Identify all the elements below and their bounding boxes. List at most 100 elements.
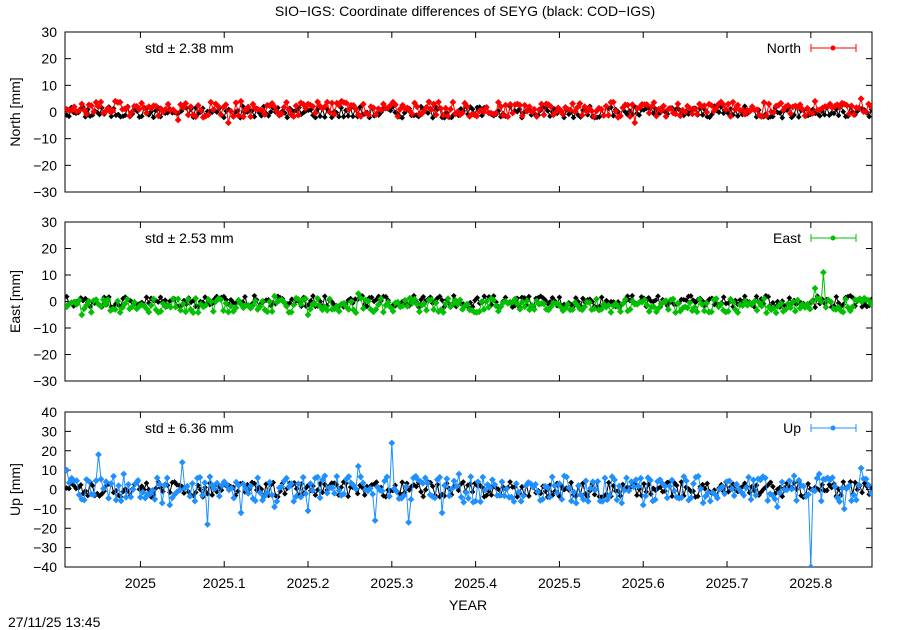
series-point [617, 112, 624, 120]
series-point [588, 107, 596, 115]
series-point [498, 478, 506, 486]
series-point [450, 477, 458, 485]
series-point [247, 482, 254, 490]
reference-point [704, 480, 711, 487]
series-point [444, 112, 452, 120]
series-point [401, 296, 409, 304]
series-point [746, 107, 754, 115]
series-point [228, 484, 235, 492]
series-point [331, 490, 338, 497]
reference-point [835, 112, 842, 119]
reference-point [317, 113, 323, 120]
series-point [435, 98, 442, 106]
series-point [857, 95, 865, 103]
series-point [328, 99, 336, 107]
series-point [521, 101, 529, 109]
series-point [273, 498, 281, 505]
series-point [155, 112, 162, 120]
series-point [215, 103, 222, 110]
reference-point [741, 293, 748, 300]
series-point [271, 503, 278, 511]
series-point [247, 113, 254, 120]
series-up [65, 439, 872, 567]
series-point [480, 108, 488, 116]
x-tick-label: 2025 [125, 575, 156, 591]
y-tick-label: −10 [33, 131, 57, 147]
series-point [176, 486, 184, 494]
series-point [232, 99, 240, 107]
series-point [614, 303, 622, 311]
x-tick-label: 2025.1 [203, 575, 246, 591]
series-point [152, 102, 160, 110]
series-point [603, 496, 611, 504]
series-point [189, 480, 196, 487]
series-point [406, 294, 414, 302]
series-point [600, 112, 608, 119]
series-point [799, 105, 806, 113]
reference-point [368, 294, 375, 301]
series-point [687, 494, 695, 502]
series-point [438, 509, 446, 517]
series-point [297, 493, 305, 501]
series-point [720, 101, 727, 108]
series-point [765, 100, 773, 108]
series-point [804, 104, 811, 112]
series-point [271, 103, 278, 111]
series-point [609, 98, 617, 106]
series-point [839, 308, 847, 316]
series-point [664, 306, 672, 313]
series-point [167, 303, 174, 311]
series-point [793, 497, 800, 504]
series-point [314, 473, 321, 481]
series-point [439, 111, 447, 119]
reference-point [812, 304, 819, 311]
series-point [801, 112, 809, 120]
series-point [223, 481, 230, 489]
series-point [483, 104, 490, 111]
series-point [157, 307, 165, 315]
series-point [811, 97, 819, 105]
series-point [372, 306, 380, 313]
series-point [474, 478, 482, 486]
series-point [546, 493, 554, 501]
series-point [552, 109, 560, 116]
y-axis-label: East [mm] [7, 270, 23, 333]
series-point [110, 472, 117, 480]
series-point [179, 104, 187, 112]
series-point [244, 490, 252, 497]
series-point [194, 102, 202, 109]
series-point [95, 103, 102, 111]
reference-point [570, 114, 577, 121]
series-point [122, 493, 130, 501]
series-point [237, 97, 245, 105]
series-point [502, 101, 509, 109]
chart-panels: 30 20 10 0 −10 −20 −30 North [mm] std ± 2.38 mm N… [7, 24, 873, 575]
reference-point [687, 293, 694, 299]
reference-point [514, 494, 521, 500]
series-point [444, 295, 452, 302]
series-point [172, 108, 179, 116]
reference-point [502, 294, 509, 301]
series-point [597, 306, 605, 313]
series-point [225, 308, 232, 316]
x-axis: 2025 2025.1 2025.2 2025.3 2025.4 2025.5 2025.6… [125, 575, 833, 591]
series-point [230, 494, 238, 502]
series-point [712, 295, 720, 303]
series-point [607, 308, 615, 316]
series-point [734, 309, 742, 316]
reference-point [420, 293, 427, 300]
series-point [285, 106, 293, 114]
series-point [295, 111, 302, 119]
series-point [666, 482, 673, 490]
series-point [145, 308, 153, 316]
series-point [511, 295, 519, 303]
series-east [65, 269, 872, 319]
series-point [518, 298, 526, 306]
series-point [645, 109, 653, 117]
series-point [268, 491, 276, 499]
series-point [790, 472, 798, 480]
series-point [413, 103, 421, 111]
series-point [183, 482, 191, 490]
series-point [456, 296, 464, 304]
reference-point [108, 113, 115, 120]
